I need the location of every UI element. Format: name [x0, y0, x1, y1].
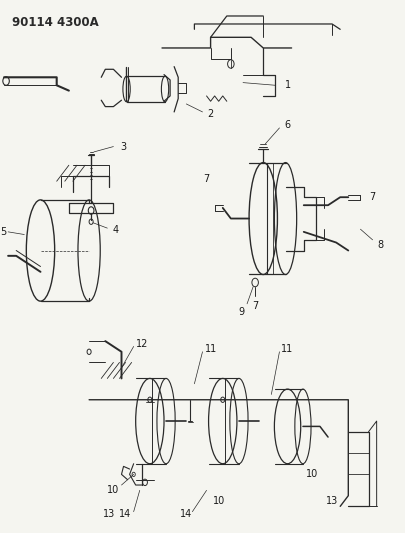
- Text: 7: 7: [369, 192, 376, 202]
- Text: 1: 1: [284, 80, 291, 90]
- Text: 6: 6: [284, 120, 291, 130]
- Text: 10: 10: [213, 496, 225, 506]
- Text: 10: 10: [306, 470, 318, 479]
- Text: 7: 7: [252, 302, 258, 311]
- Text: 2: 2: [207, 109, 214, 118]
- Text: 10: 10: [107, 486, 119, 495]
- Text: 8: 8: [377, 240, 384, 250]
- Text: 14: 14: [180, 510, 192, 519]
- Text: 11: 11: [205, 344, 217, 354]
- Text: 12: 12: [136, 339, 148, 349]
- Text: 3: 3: [120, 142, 127, 151]
- Text: 90114 4300A: 90114 4300A: [12, 16, 99, 29]
- Text: 4: 4: [112, 225, 119, 235]
- Text: 14: 14: [119, 510, 132, 519]
- Text: 11: 11: [281, 344, 294, 354]
- Text: 13: 13: [326, 496, 338, 506]
- Text: 13: 13: [103, 510, 115, 519]
- Text: 9: 9: [238, 307, 244, 317]
- Text: 7: 7: [203, 174, 210, 183]
- Text: 5: 5: [0, 227, 6, 237]
